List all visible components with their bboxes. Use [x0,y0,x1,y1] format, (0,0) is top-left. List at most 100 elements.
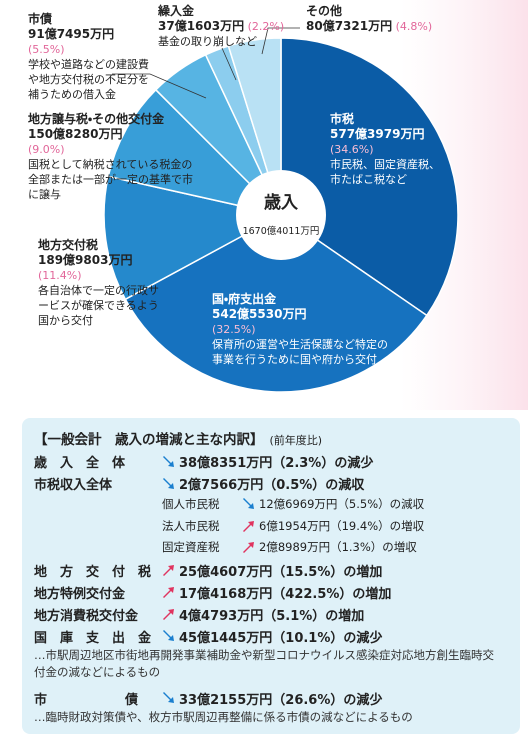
label-line: 577億3979万円 [330,127,440,142]
arrow-shape [163,587,174,598]
category-name: 地方譲与税・その他交付金 [28,112,165,126]
label-line: に譲与 [28,187,193,202]
trend-arrow [163,692,174,703]
description: 市民税、固定資産税、 [330,158,440,171]
label-line: 542億5530万円 [212,307,388,322]
trend-arrow [163,609,174,620]
label-line: (5.5%) [28,42,149,57]
center-total: 1670億4011万円 [243,225,320,237]
row-text: 6億1954万円（19.4%）の増収 [259,518,425,533]
category-name: 繰入金 [158,4,195,18]
category-name: 市債 [28,12,53,26]
category-name: 市税 [330,112,355,126]
trend-arrow [163,565,174,576]
slice-label: 市債 91億7495万円 (5.5%) 学校や道路などの建設費 や地方交付税の不足分を補… [28,12,149,102]
breakdown-row: 個人市民税 12億6969万円（5.5%）の減収 [162,496,424,512]
percent-label: (2.2%) [247,20,285,33]
amount: 37億1603万円 [158,19,245,33]
row-label: 歳 入 全 体 [34,456,126,471]
amount: 189億9803万円 [38,253,133,267]
trend-arrow [163,630,174,641]
amount: 542億5530万円 [212,307,307,321]
center-hole [236,170,326,260]
label-line: 保育所の運営や生活保護など特定の [212,337,388,352]
label-line: その他 [306,4,432,19]
breakdown-row: 地 方 交 付 税 25億4607万円（15.5%）の増加 [34,561,382,580]
label-line: 189億9803万円 [38,253,159,268]
description: に譲与 [28,188,61,201]
label-line: 繰入金 [158,4,284,19]
arrow-shape [243,542,254,553]
percent-label: (9.0%) [28,143,65,156]
label-line: 80億7321万円 (4.8%) [306,19,432,34]
row-label: 地方消費税交付金 [34,608,139,624]
percent-label: (34.6%) [330,143,374,156]
title-text: 【一般会計 歳入の増減と主な内訳】 [34,432,264,448]
row-text: 2億8989万円（1.3%）の増収 [259,540,417,554]
arrow-shape [163,477,174,489]
breakdown-row: 市税収入全体 2億7566万円（0.5%）の減収 [34,474,364,493]
row-label: 地 方 交 付 税 [34,564,152,580]
arrow-shape [163,692,174,703]
description: 国税として納税されている税金の [28,158,193,171]
description: 保育所の運営や生活保護など特定の [212,338,388,351]
breakdown-row: 地方特例交付金 17億4168万円（422.5%）の増加 [34,583,391,602]
label-line: や地方交付税の不足分を [28,72,149,87]
percent-label: (11.4%) [38,269,82,282]
amount: 80億7321万円 [306,19,393,33]
percent-label: (5.5%) [28,43,65,56]
leader-line [261,27,300,55]
label-line: (11.4%) [38,268,159,283]
trend-arrow [243,520,254,532]
row-label: 個人市民税 [162,497,220,511]
breakdown-row: 国 庫 支 出 金 45億1445万円（10.1%）の減少 [34,627,382,646]
trend-arrow [163,455,174,467]
label-line: (34.6%) [330,142,440,157]
amount: 91億7495万円 [28,27,115,41]
arrow-shape [163,565,174,576]
row-text: 38億8351万円（2.3%）の減少 [179,456,374,471]
amount: 150億8280万円 [28,127,123,141]
panel-title: 【一般会計 歳入の増減と主な内訳】 (前年度比) [34,428,322,448]
breakdown-row: 固定資産税 2億8989万円（1.3%）の増収 [162,539,417,555]
row-note: …市駅周辺地区市街地再開発事業補助金や新型コロナウイルス感染症対応地方創生臨時交… [34,647,494,679]
arrow-shape [163,630,174,641]
label-line: (9.0%) [28,142,193,157]
description: 学校や道路などの建設費 [28,58,149,71]
category-name: その他 [306,4,343,18]
slice-label: 国・府支出金 542億5530万円 (32.5%) 保育所の運営や生活保護など特定の事… [212,292,388,367]
arrow-shape [243,520,254,532]
slice-label: 市税 577億3979万円 (34.6%) 市民税、固定資産税、 市たばこ税など [330,112,440,187]
trend-arrow [163,477,174,489]
percent-label: (4.8%) [395,20,433,33]
breakdown-row: 歳 入 全 体 38億8351万円（2.3%）の減少 [34,452,373,471]
slice-label: 地方交付税 189億9803万円 (11.4%) 各自治体で一定の行政サ ービスが確保で… [38,238,159,328]
row-label: 市税収入全体 [34,478,113,493]
label-line: 市民税、固定資産税、 [330,157,440,172]
description: 補うための借入金 [28,88,116,101]
row-text: 12億6969万円（5.5%）の減収 [259,497,425,511]
leader-line [221,47,237,81]
category-name: 地方交付税 [38,238,99,252]
label-line: 150億8280万円 [28,127,193,142]
description: 基金の取り崩しなど [158,35,257,48]
label-line: 基金の取り崩しなど [158,34,284,49]
row-text: 33億2155万円（26.6%）の減少 [179,692,383,708]
description: 市たばこ税など [330,173,407,186]
label-line: 地方交付税 [38,238,159,253]
label-line: 各自治体で一定の行政サ [38,283,159,298]
breakdown-panel: 【一般会計 歳入の増減と主な内訳】 (前年度比) 歳 入 全 体 38億8351万円（… [22,418,520,734]
arrow-shape [243,498,254,509]
row-label: 法人市民税 [162,518,220,533]
description: 各自治体で一定の行政サ [38,284,159,297]
row-note: …臨時財政対策債や、枚方市駅周辺再整備に係る市債の減などによるもの [34,709,413,724]
pie-chart: 歳入 1670億4011万円 [103,0,528,410]
description: 全部または一部が一定の基準で市 [28,173,193,186]
label-line: 市たばこ税など [330,172,440,187]
label-line: 91億7495万円 [28,27,149,42]
leader-line [112,73,207,99]
breakdown-row: 法人市民税 6億1954万円（19.4%）の増収 [162,518,424,534]
row-text: 2億7566万円（0.5%）の減収 [179,478,365,493]
label-line: 地方譲与税・その他交付金 [28,112,193,127]
